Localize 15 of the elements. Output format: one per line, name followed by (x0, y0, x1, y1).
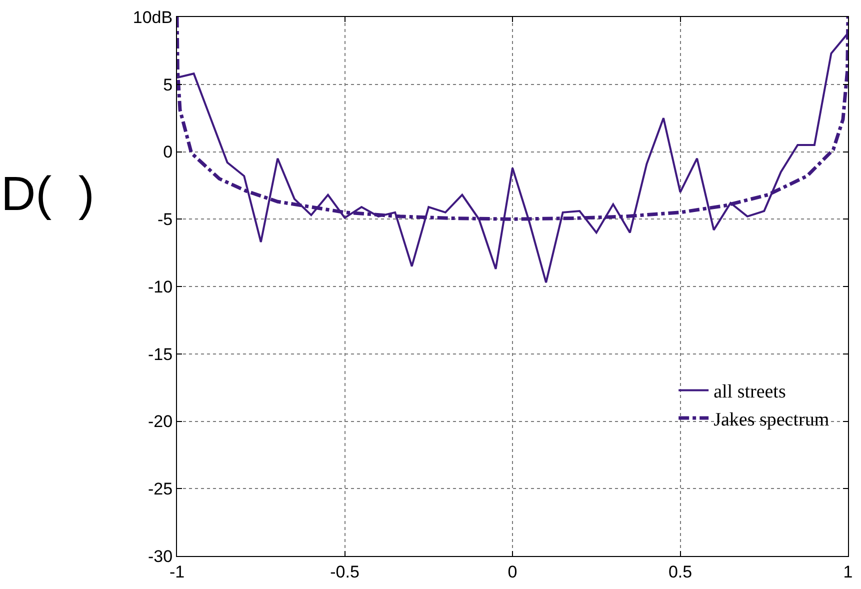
y-tick-label: 5 (163, 75, 173, 94)
y-tick-label: -10 (148, 277, 173, 296)
legend-label: all streets (714, 382, 786, 403)
x-tick-label: 0 (508, 562, 518, 582)
x-tick-label: 1 (843, 562, 853, 582)
y-tick-label: 10dB (132, 8, 173, 27)
y-tick-label: 0 (163, 142, 173, 162)
y-tick-label: -15 (148, 344, 173, 364)
x-tick-label: 0.5 (668, 562, 692, 582)
y-axis-title: D( ) (1, 168, 94, 221)
legend-label: Jakes spectrum (714, 409, 830, 430)
y-tick-label: -20 (148, 412, 173, 432)
x-tick-label: -0.5 (330, 562, 360, 582)
y-tick-label: -25 (148, 480, 173, 499)
y-tick-label: -5 (157, 210, 173, 230)
